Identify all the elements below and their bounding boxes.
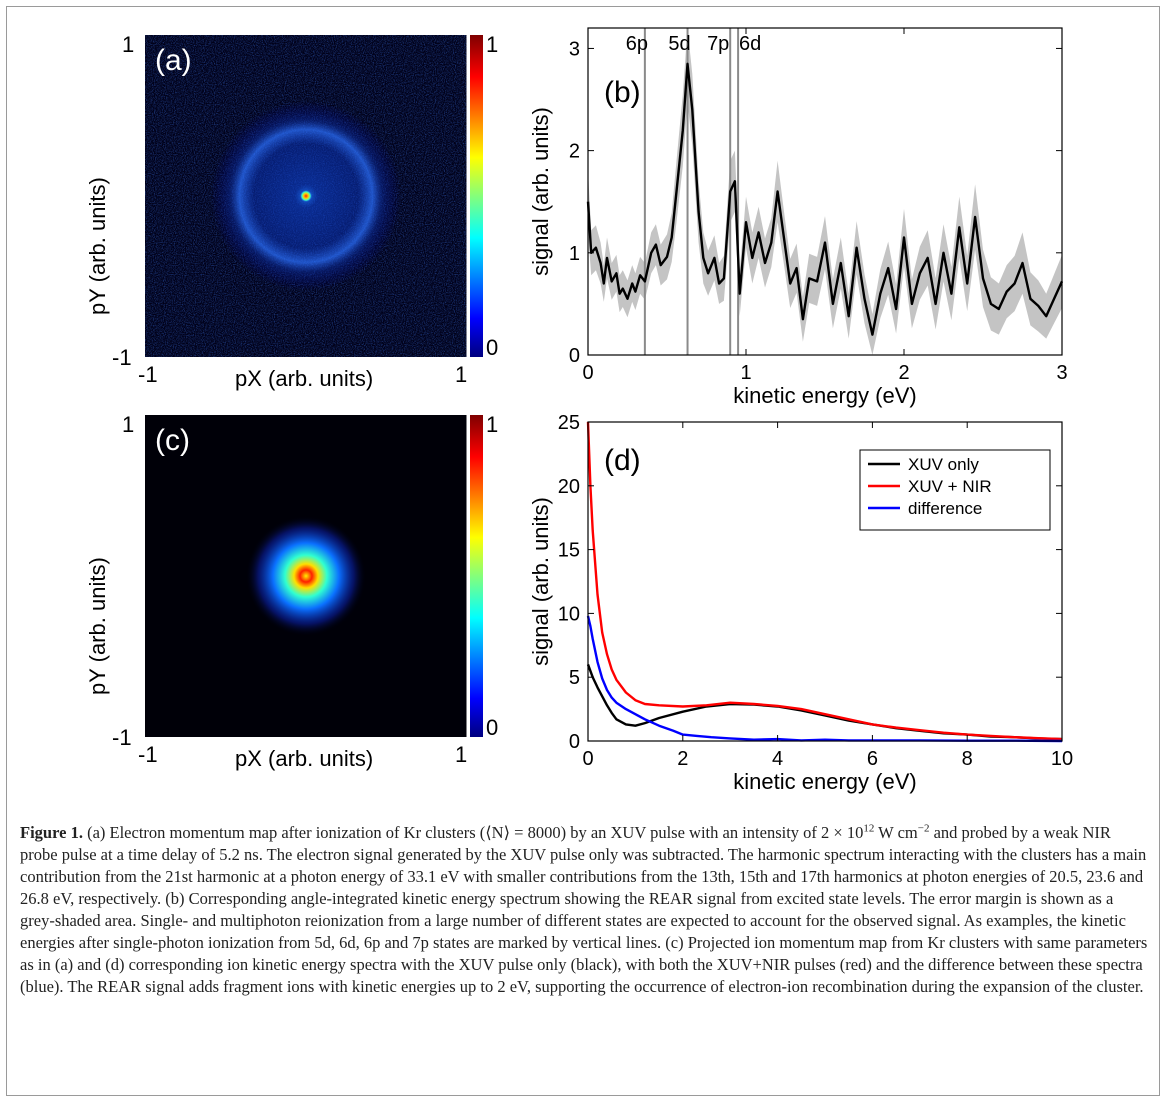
- map-a-center-spot: [300, 190, 312, 202]
- y-tick-label: 0: [569, 731, 580, 753]
- caption-lead: Figure 1.: [20, 823, 83, 842]
- error-band: [588, 28, 1062, 355]
- map-c-blob: [246, 516, 366, 636]
- x-tick-label: 4: [772, 748, 783, 770]
- colorbar-a: [470, 35, 483, 357]
- caption-text-3: and probed by a weak NIR probe pulse at …: [20, 823, 1148, 996]
- y-tick-label: 25: [558, 412, 580, 434]
- x-axis-label: kinetic energy (eV): [733, 769, 916, 794]
- caption-sup-1: 12: [863, 822, 875, 835]
- x-tick-label: 8: [962, 748, 973, 770]
- y-tick-label: 20: [558, 476, 580, 498]
- state-label-6d: 6d: [739, 33, 761, 55]
- y-axis-label: signal (arb. units): [528, 497, 553, 666]
- y-tick-label: 5: [569, 667, 580, 689]
- legend: XUV only XUV + NIR difference: [859, 449, 1051, 531]
- series-line-0: [586, 62, 1064, 336]
- colorbar-c-tick-min: 0: [486, 715, 498, 740]
- map-a-ytick-top: 1: [122, 32, 134, 57]
- map-a-xtick-right: 1: [455, 362, 467, 387]
- map-c-xtick-left: -1: [138, 742, 158, 767]
- panel-b: 0 1 2 3 0 1 2 3 kinetic energy (eV) signal (arb. …: [520, 20, 1100, 415]
- colorbar-c-tick-max: 1: [486, 412, 498, 437]
- series-line-xuv-nir: [586, 421, 1063, 741]
- panel-c: 1 0 1 -1 -1 1 (c) pX (arb. units) pY (ar…: [60, 410, 510, 785]
- x-tick-label: 2: [677, 748, 688, 770]
- legend-entry: difference: [908, 499, 982, 518]
- state-label-6p: 6p: [626, 33, 648, 55]
- x-tick-label: 6: [867, 748, 878, 770]
- chart-d: 0 2 4 6 8 10 0 5 10 15 20 25 kinetic energy (eV) sign…: [528, 412, 1073, 794]
- y-axis-label: signal (arb. units): [528, 107, 553, 276]
- figure-caption: Figure 1. (a) Electron momentum map afte…: [20, 822, 1150, 998]
- caption-text-2: W cm: [874, 823, 918, 842]
- y-tick-label: 3: [569, 38, 580, 60]
- state-label-7p: 7p: [707, 33, 729, 55]
- colorbar-a-tick-min: 0: [486, 335, 498, 360]
- x-axis-label: kinetic energy (eV): [733, 383, 916, 408]
- map-c-ytick-top: 1: [122, 412, 134, 437]
- axes-frame: [587, 421, 1063, 742]
- x-tick-label: 10: [1051, 748, 1073, 770]
- y-tick-label: 15: [558, 540, 580, 562]
- plot-area-b: [586, 28, 1064, 355]
- state-label-5d: 5d: [668, 33, 690, 55]
- panel-a-label: (a): [155, 44, 192, 77]
- map-c-ylabel: pY (arb. units): [85, 557, 110, 695]
- legend-entry: XUV + NIR: [908, 477, 992, 496]
- series-line-xuv-only: [586, 663, 1063, 741]
- axes-frame: [587, 27, 1063, 356]
- map-a-xtick-left: -1: [138, 362, 158, 387]
- map-c-ytick-bottom: -1: [112, 725, 132, 750]
- x-tick-label: 1: [740, 362, 751, 384]
- y-tick-label: 0: [569, 345, 580, 367]
- colorbar-c: [470, 415, 483, 737]
- figure-frame: [6, 6, 1160, 1096]
- map-a-xlabel: pX (arb. units): [235, 366, 373, 391]
- x-tick-label: 0: [582, 748, 593, 770]
- map-a-ytick-bottom: -1: [112, 345, 132, 370]
- panel-c-svg: 1 0 1 -1 -1 1 (c) pX (arb. units) pY (ar…: [85, 412, 498, 771]
- panel-a: 1 0 1 -1 -1 1 (a) pX (arb. units) pY (ar…: [60, 30, 510, 405]
- legend-entry: XUV only: [908, 455, 979, 474]
- y-tick-label: 10: [558, 603, 580, 625]
- x-tick-label: 3: [1056, 362, 1067, 384]
- panel-d: 0 2 4 6 8 10 0 5 10 15 20 25 kinetic energy (eV) sign…: [520, 410, 1100, 805]
- series-line-difference: [586, 615, 1063, 743]
- caption-sup-2: −2: [917, 822, 930, 835]
- panel-a-svg: 1 0 1 -1 -1 1 (a) pX (arb. units) pY (ar…: [85, 32, 498, 391]
- x-tick-label: 2: [898, 362, 909, 384]
- y-tick-label: 2: [569, 141, 580, 163]
- map-a-ylabel: pY (arb. units): [85, 177, 110, 315]
- panel-label: (d): [604, 444, 641, 477]
- map-c-xtick-right: 1: [455, 742, 467, 767]
- colorbar-a-tick-max: 1: [486, 32, 498, 57]
- chart-b: 0 1 2 3 0 1 2 3 kinetic energy (eV) signal (arb. …: [528, 27, 1068, 408]
- panel-label: (b): [604, 76, 641, 109]
- panel-c-label: (c): [155, 424, 190, 457]
- y-tick-label: 1: [569, 243, 580, 265]
- map-c-xlabel: pX (arb. units): [235, 746, 373, 771]
- caption-text-1: (a) Electron momentum map after ionizati…: [82, 823, 864, 842]
- x-tick-label: 0: [582, 362, 593, 384]
